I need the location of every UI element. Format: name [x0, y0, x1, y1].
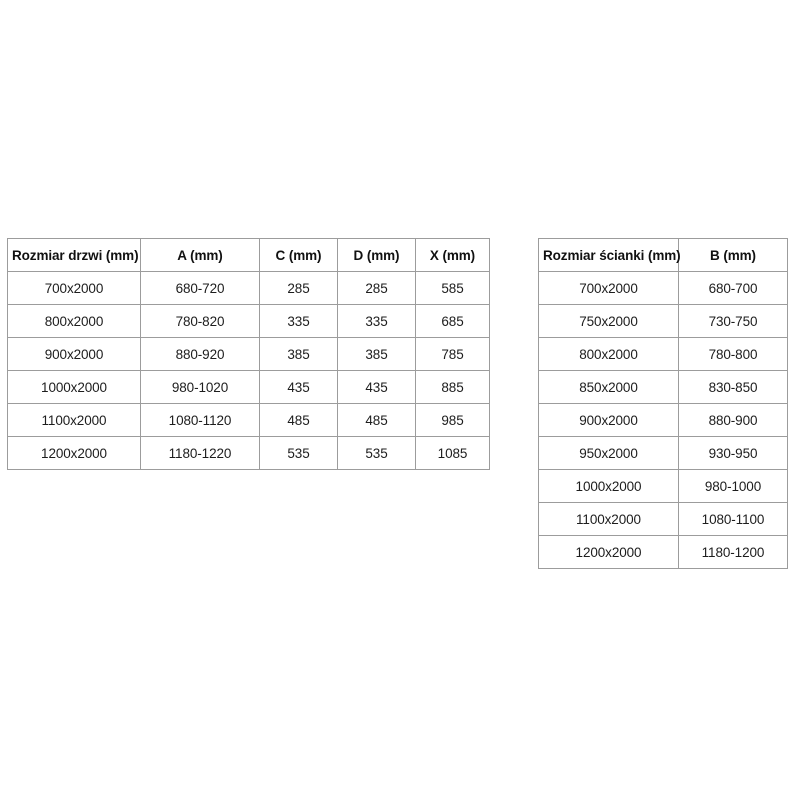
- door-size-table: Rozmiar drzwi (mm) A (mm) C (mm) D (mm) X (m…: [7, 238, 490, 470]
- wall-panel-size-table-body: 700x2000 680-700 750x2000 730-750 800x2000 78…: [538, 271, 788, 569]
- cell-size: 900x2000: [7, 337, 141, 371]
- cell-size: 800x2000: [538, 337, 679, 371]
- cell-value: 1180-1200: [678, 535, 788, 569]
- table-row: 700x2000 680-700: [538, 271, 788, 305]
- table-row: 850x2000 830-850: [538, 370, 788, 404]
- cell-value: 385: [337, 337, 416, 371]
- table-row: 800x2000 780-800: [538, 337, 788, 371]
- cell-size: 950x2000: [538, 436, 679, 470]
- table-row: 800x2000 780-820 335 335 685: [7, 304, 490, 338]
- table-row: 900x2000 880-900: [538, 403, 788, 437]
- cell-value: 385: [259, 337, 338, 371]
- cell-value: 485: [337, 403, 416, 437]
- cell-size: 900x2000: [538, 403, 679, 437]
- table-row: 950x2000 930-950: [538, 436, 788, 470]
- cell-value: 535: [337, 436, 416, 470]
- cell-value: 535: [259, 436, 338, 470]
- column-header-0: Rozmiar drzwi (mm): [7, 238, 141, 272]
- cell-value: 980-1000: [678, 469, 788, 503]
- cell-size: 1200x2000: [538, 535, 679, 569]
- cell-value: 1080-1120: [140, 403, 260, 437]
- cell-size: 700x2000: [538, 271, 679, 305]
- cell-value: 335: [259, 304, 338, 338]
- cell-value: 585: [415, 271, 490, 305]
- cell-value: 880-920: [140, 337, 260, 371]
- table-row: 1000x2000 980-1020 435 435 885: [7, 370, 490, 404]
- column-header-3: D (mm): [337, 238, 416, 272]
- table-header-row: Rozmiar drzwi (mm) A (mm) C (mm) D (mm) X (m…: [7, 238, 490, 272]
- cell-value: 335: [337, 304, 416, 338]
- cell-size: 750x2000: [538, 304, 679, 338]
- cell-value: 780-800: [678, 337, 788, 371]
- table-row: 1100x2000 1080-1100: [538, 502, 788, 536]
- cell-value: 930-950: [678, 436, 788, 470]
- cell-value: 685: [415, 304, 490, 338]
- cell-value: 285: [337, 271, 416, 305]
- cell-size: 800x2000: [7, 304, 141, 338]
- cell-value: 1080-1100: [678, 502, 788, 536]
- table-row: 700x2000 680-720 285 285 585: [7, 271, 490, 305]
- table-row: 1200x2000 1180-1220 535 535 1085: [7, 436, 490, 470]
- table-row: 1200x2000 1180-1200: [538, 535, 788, 569]
- cell-value: 980-1020: [140, 370, 260, 404]
- cell-value: 985: [415, 403, 490, 437]
- door-size-table-header: Rozmiar drzwi (mm) A (mm) C (mm) D (mm) X (m…: [7, 238, 490, 272]
- cell-value: 1180-1220: [140, 436, 260, 470]
- cell-value: 830-850: [678, 370, 788, 404]
- cell-value: 680-700: [678, 271, 788, 305]
- cell-size: 1100x2000: [538, 502, 679, 536]
- cell-size: 1200x2000: [7, 436, 141, 470]
- cell-value: 285: [259, 271, 338, 305]
- door-size-table-body: 700x2000 680-720 285 285 585 800x2000 780-820 3…: [7, 271, 490, 470]
- column-header-1: B (mm): [678, 238, 788, 272]
- wall-panel-size-table-header: Rozmiar ścianki (mm) B (mm): [538, 238, 788, 272]
- cell-value: 1085: [415, 436, 490, 470]
- cell-value: 730-750: [678, 304, 788, 338]
- table-row: 750x2000 730-750: [538, 304, 788, 338]
- column-header-0: Rozmiar ścianki (mm): [538, 238, 681, 272]
- table-row: 1000x2000 980-1000: [538, 469, 788, 503]
- cell-value: 680-720: [140, 271, 260, 305]
- column-header-4: X (mm): [415, 238, 490, 272]
- cell-value: 780-820: [140, 304, 260, 338]
- table-row: 900x2000 880-920 385 385 785: [7, 337, 490, 371]
- cell-size: 700x2000: [7, 271, 141, 305]
- cell-value: 785: [415, 337, 490, 371]
- table-row: 1100x2000 1080-1120 485 485 985: [7, 403, 490, 437]
- cell-size: 1100x2000: [7, 403, 141, 437]
- wall-panel-size-table: Rozmiar ścianki (mm) B (mm) 700x2000 680-7…: [538, 238, 788, 569]
- cell-size: 850x2000: [538, 370, 679, 404]
- cell-size: 1000x2000: [538, 469, 679, 503]
- cell-value: 485: [259, 403, 338, 437]
- cell-value: 435: [259, 370, 338, 404]
- cell-value: 885: [415, 370, 490, 404]
- cell-value: 435: [337, 370, 416, 404]
- cell-value: 880-900: [678, 403, 788, 437]
- column-header-1: A (mm): [140, 238, 260, 272]
- cell-size: 1000x2000: [7, 370, 141, 404]
- table-header-row: Rozmiar ścianki (mm) B (mm): [538, 238, 788, 272]
- column-header-2: C (mm): [259, 238, 338, 272]
